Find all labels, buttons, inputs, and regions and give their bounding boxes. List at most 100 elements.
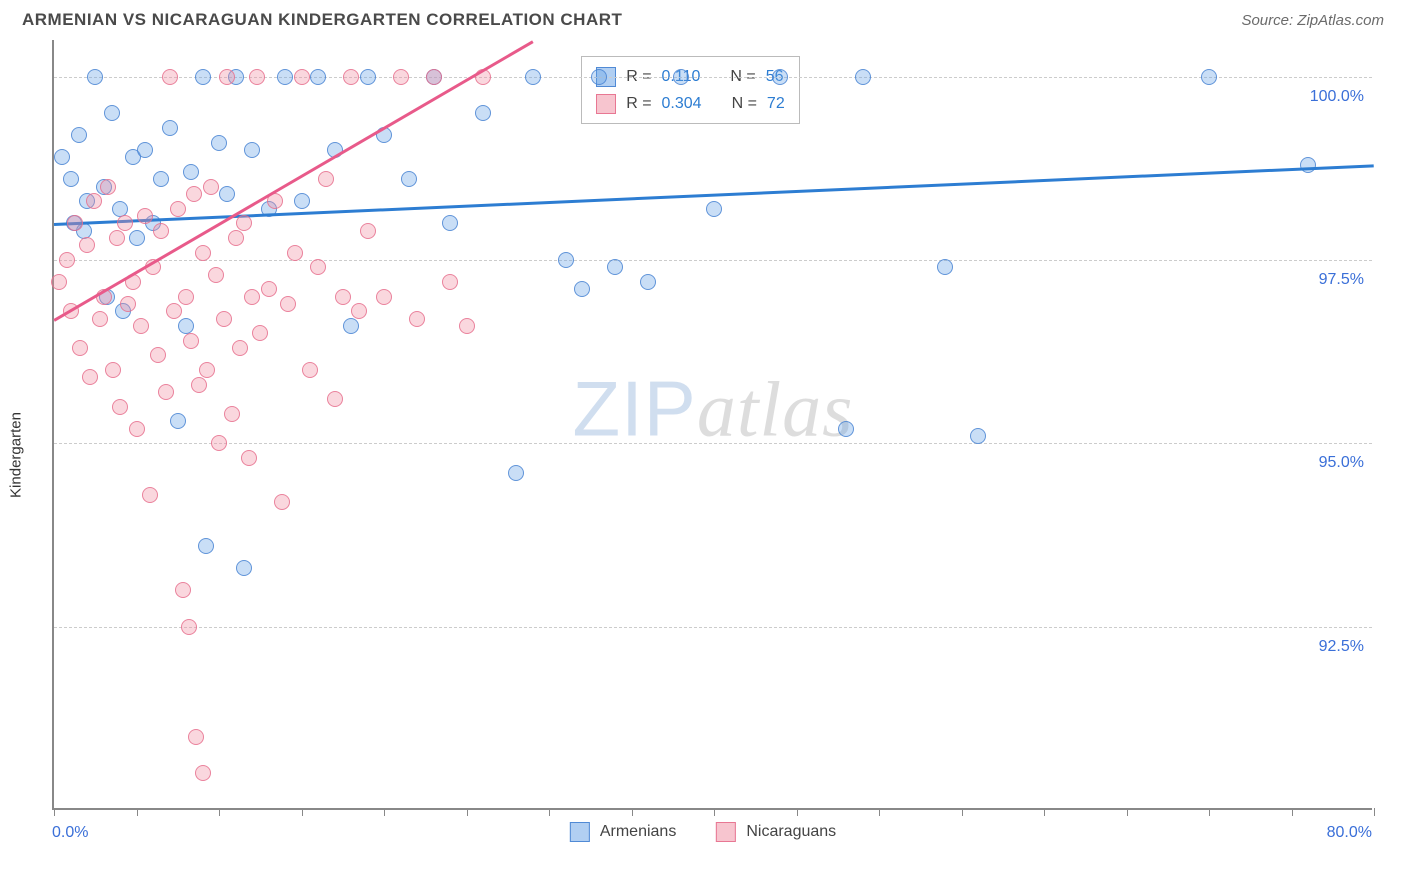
scatter-point-armenians — [236, 560, 252, 576]
scatter-point-armenians — [1201, 69, 1217, 85]
scatter-point-nicaraguans — [199, 362, 215, 378]
scatter-point-armenians — [574, 281, 590, 297]
scatter-point-nicaraguans — [158, 384, 174, 400]
legend-n-value: 72 — [767, 90, 785, 117]
x-axis-max: 80.0% — [1327, 824, 1372, 842]
scatter-point-armenians — [607, 259, 623, 275]
legend-r-value: 0.304 — [662, 90, 702, 117]
scatter-point-nicaraguans — [294, 69, 310, 85]
chart-area: Kindergarten ZIPatlas R =0.110N =56R =0.… — [22, 40, 1384, 870]
scatter-point-nicaraguans — [351, 303, 367, 319]
scatter-point-nicaraguans — [133, 318, 149, 334]
scatter-point-nicaraguans — [86, 193, 102, 209]
legend-swatch-icon — [596, 94, 616, 114]
scatter-point-nicaraguans — [232, 340, 248, 356]
scatter-point-nicaraguans — [129, 421, 145, 437]
scatter-point-armenians — [706, 201, 722, 217]
legend-row-nicaraguans: R =0.304N =72 — [596, 90, 785, 117]
scatter-point-nicaraguans — [100, 179, 116, 195]
scatter-point-armenians — [112, 201, 128, 217]
x-axis-min: 0.0% — [52, 824, 88, 842]
x-tick — [384, 808, 385, 816]
scatter-point-nicaraguans — [310, 259, 326, 275]
scatter-point-nicaraguans — [195, 765, 211, 781]
x-tick — [1292, 808, 1293, 816]
legend-item-armenians: Armenians — [570, 822, 676, 842]
scatter-point-nicaraguans — [137, 208, 153, 224]
scatter-point-armenians — [195, 69, 211, 85]
y-tick-label: 97.5% — [1319, 271, 1364, 289]
scatter-point-armenians — [183, 164, 199, 180]
scatter-point-armenians — [673, 69, 689, 85]
scatter-point-nicaraguans — [393, 69, 409, 85]
scatter-point-armenians — [401, 171, 417, 187]
scatter-point-nicaraguans — [228, 230, 244, 246]
scatter-point-nicaraguans — [224, 406, 240, 422]
x-tick — [549, 808, 550, 816]
y-tick-label: 100.0% — [1310, 88, 1364, 106]
scatter-point-armenians — [591, 69, 607, 85]
scatter-point-armenians — [211, 135, 227, 151]
scatter-point-armenians — [475, 105, 491, 121]
scatter-point-nicaraguans — [327, 391, 343, 407]
scatter-point-armenians — [162, 120, 178, 136]
scatter-point-armenians — [153, 171, 169, 187]
scatter-point-nicaraguans — [302, 362, 318, 378]
x-tick — [797, 808, 798, 816]
x-tick — [302, 808, 303, 816]
scatter-point-nicaraguans — [153, 223, 169, 239]
scatter-point-nicaraguans — [343, 69, 359, 85]
scatter-point-armenians — [63, 171, 79, 187]
x-tick — [1044, 808, 1045, 816]
scatter-point-nicaraguans — [203, 179, 219, 195]
scatter-point-nicaraguans — [409, 311, 425, 327]
x-tick — [219, 808, 220, 816]
scatter-point-armenians — [525, 69, 541, 85]
scatter-point-nicaraguans — [195, 245, 211, 261]
x-tick — [962, 808, 963, 816]
scatter-point-nicaraguans — [318, 171, 334, 187]
scatter-point-armenians — [129, 230, 145, 246]
scatter-point-nicaraguans — [178, 289, 194, 305]
scatter-point-armenians — [178, 318, 194, 334]
gridline — [54, 260, 1372, 261]
legend-swatch-icon — [716, 822, 736, 842]
scatter-point-nicaraguans — [170, 201, 186, 217]
scatter-point-nicaraguans — [459, 318, 475, 334]
scatter-point-armenians — [104, 105, 120, 121]
scatter-point-nicaraguans — [142, 487, 158, 503]
scatter-point-armenians — [838, 421, 854, 437]
scatter-point-nicaraguans — [249, 69, 265, 85]
scatter-point-nicaraguans — [376, 289, 392, 305]
legend-item-nicaraguans: Nicaraguans — [716, 822, 836, 842]
scatter-point-nicaraguans — [208, 267, 224, 283]
scatter-point-nicaraguans — [105, 362, 121, 378]
x-tick — [1374, 808, 1375, 816]
scatter-point-nicaraguans — [219, 69, 235, 85]
scatter-point-nicaraguans — [79, 237, 95, 253]
legend-r-label: R = — [626, 90, 651, 117]
y-tick-label: 95.0% — [1319, 454, 1364, 472]
scatter-point-armenians — [937, 259, 953, 275]
watermark-atlas: atlas — [697, 365, 854, 452]
scatter-point-armenians — [137, 142, 153, 158]
scatter-point-nicaraguans — [181, 619, 197, 635]
legend-inset: R =0.110N =56R =0.304N =72 — [581, 56, 800, 124]
scatter-point-nicaraguans — [59, 252, 75, 268]
watermark: ZIPatlas — [572, 363, 853, 454]
scatter-point-nicaraguans — [109, 230, 125, 246]
scatter-point-armenians — [558, 252, 574, 268]
scatter-point-armenians — [294, 193, 310, 209]
scatter-point-nicaraguans — [211, 435, 227, 451]
watermark-zip: ZIP — [572, 364, 696, 452]
scatter-point-armenians — [360, 69, 376, 85]
scatter-point-armenians — [54, 149, 70, 165]
y-tick-label: 92.5% — [1319, 638, 1364, 656]
scatter-point-nicaraguans — [236, 215, 252, 231]
x-tick — [1209, 808, 1210, 816]
legend-swatch-icon — [570, 822, 590, 842]
scatter-point-armenians — [442, 215, 458, 231]
scatter-point-armenians — [508, 465, 524, 481]
scatter-point-nicaraguans — [216, 311, 232, 327]
scatter-point-armenians — [640, 274, 656, 290]
